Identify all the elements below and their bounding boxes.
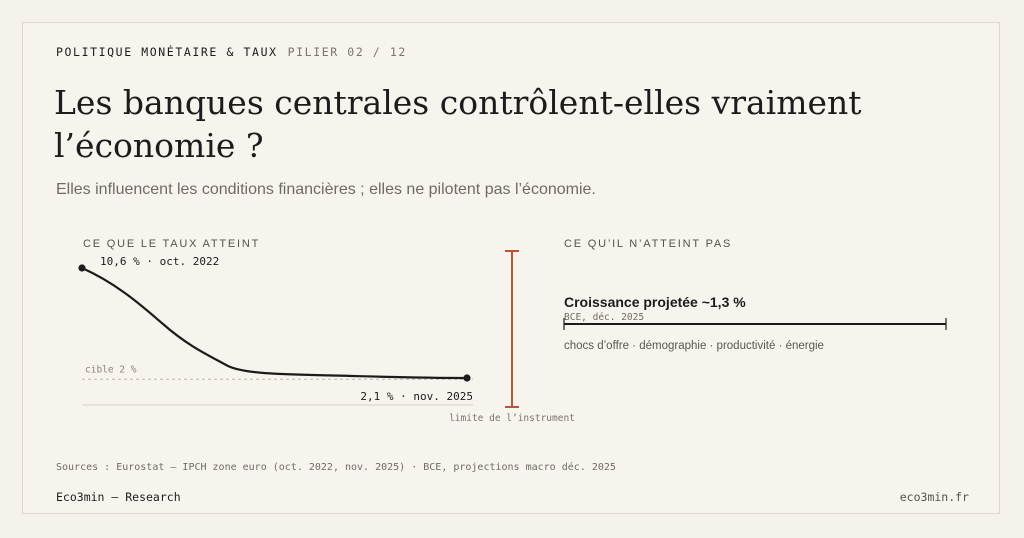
growth-title: Croissance projetée ~1,3 % — [564, 294, 746, 310]
inflation-line — [80, 266, 469, 380]
growth-source-note: BCE, déc. 2025 — [564, 312, 645, 323]
growth-bar — [563, 318, 947, 330]
target-label: cible 2 % — [85, 364, 137, 375]
limit-label: limite de l’instrument — [449, 413, 575, 424]
inflation-chart: cible 2 % 10,6 % · oct. 2022 2,1 % · nov… — [78, 250, 575, 424]
factors-list: chocs d’offre · démographie · productivi… — [564, 340, 824, 352]
start-point — [78, 264, 86, 272]
end-point — [463, 374, 471, 382]
left-section-label: CE QUE LE TAUX ATTEINT — [83, 238, 261, 250]
page-subtitle: Elles influencent les conditions financi… — [56, 181, 596, 198]
pillar-counter: PILIER 02 / 12 — [287, 45, 407, 59]
footer-brand: Eco3min — Research — [56, 490, 181, 504]
sources-note: Sources : Eurostat — IPCH zone euro (oct… — [56, 462, 616, 473]
eyebrow: POLITIQUE MONÉTAIRE & TAUX PILIER 02 / 12 — [56, 45, 407, 59]
page-title: Les banques centrales contrôlent-elles v… — [54, 83, 862, 165]
footer-site-link[interactable]: eco3min.fr — [899, 490, 969, 504]
infographic-card: POLITIQUE MONÉTAIRE & TAUX PILIER 02 / 12… — [22, 22, 1000, 514]
limit-marker — [505, 250, 519, 408]
right-section-label: CE QU’IL N’ATTEINT PAS — [564, 238, 733, 250]
start-data-label: 10,6 % · oct. 2022 — [100, 255, 219, 268]
topic-label: POLITIQUE MONÉTAIRE & TAUX — [56, 45, 278, 59]
end-data-label: 2,1 % · nov. 2025 — [360, 390, 473, 403]
